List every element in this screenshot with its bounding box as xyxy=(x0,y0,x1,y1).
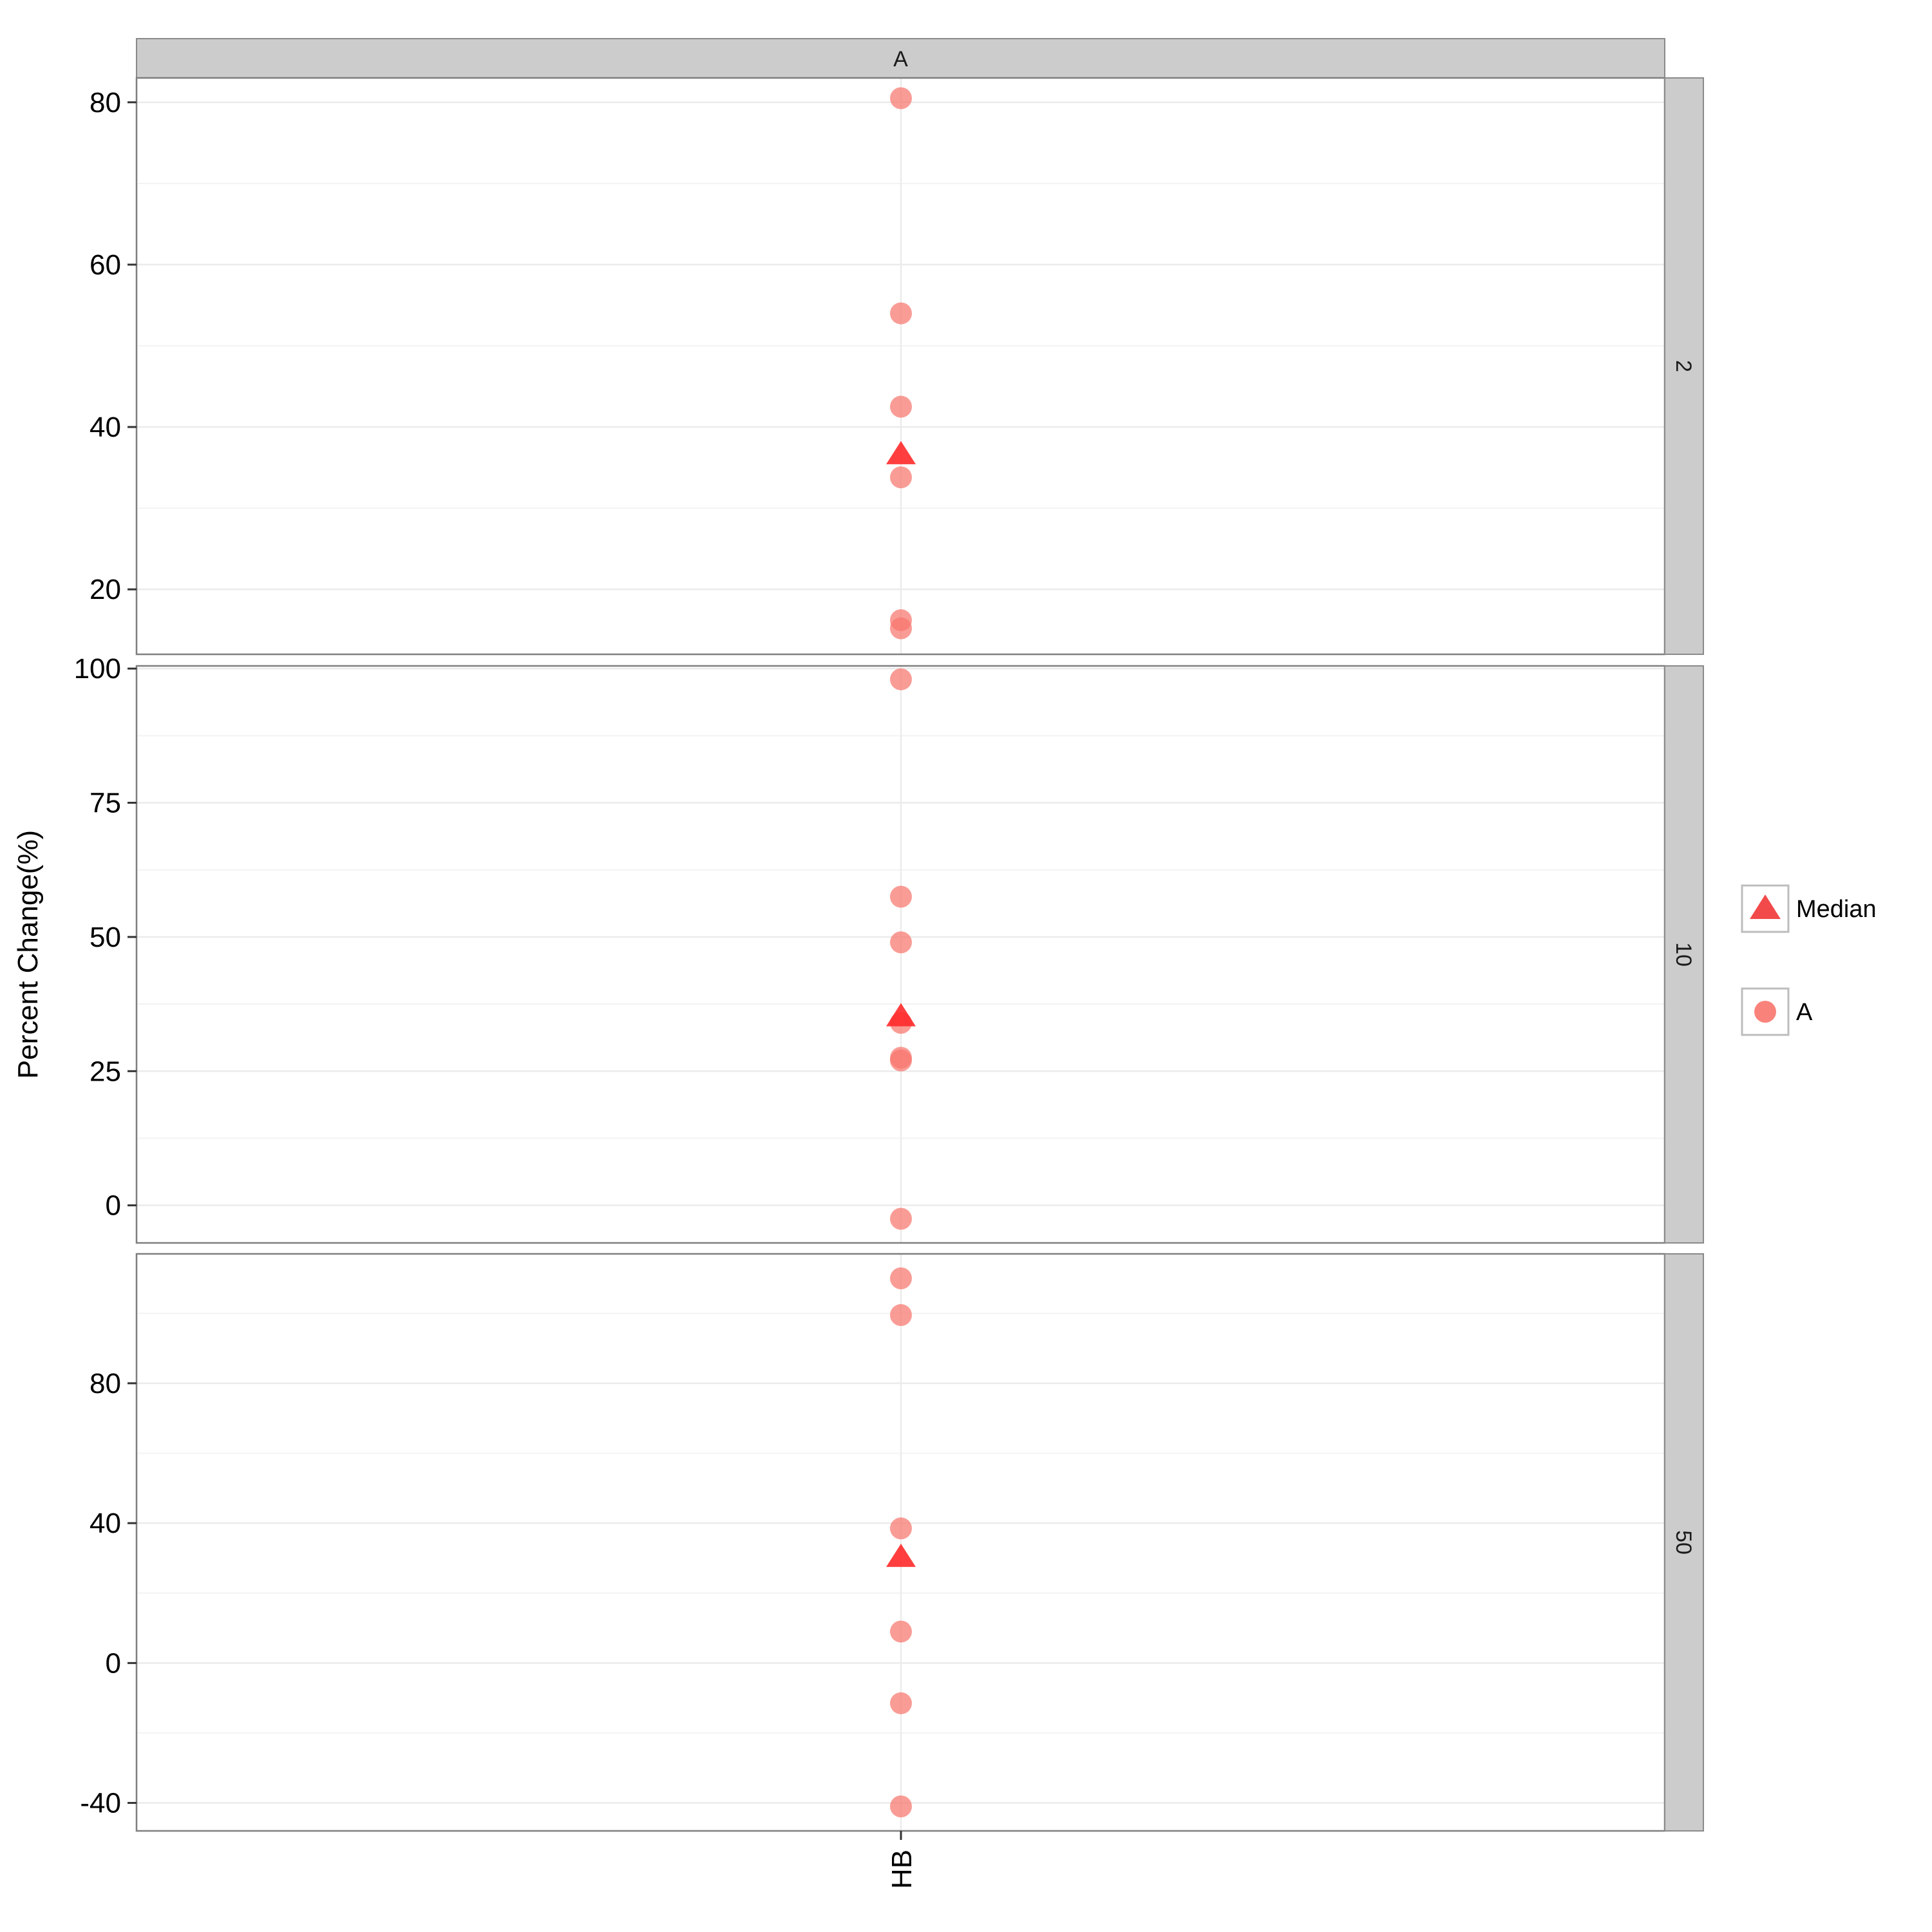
legend-label: Median xyxy=(1796,896,1877,923)
data-point xyxy=(890,466,912,489)
legend-entry: A xyxy=(1741,987,1813,1036)
row-strip-background xyxy=(1664,77,1704,655)
legend-label: A xyxy=(1796,999,1813,1026)
data-point xyxy=(890,617,912,639)
facet-panel-50: -40 0 40 80 50 xyxy=(80,1253,1704,1832)
row-strip-background xyxy=(1664,1253,1704,1832)
row-strip-background xyxy=(1664,665,1704,1244)
y-tick-label: 0 xyxy=(106,1190,121,1222)
data-point xyxy=(890,1304,912,1327)
data-point xyxy=(890,1692,912,1714)
y-tick-label: 80 xyxy=(90,87,121,118)
y-tick-label: -40 xyxy=(80,1788,121,1819)
legend-entry: Median xyxy=(1741,884,1877,933)
data-point xyxy=(890,1267,912,1290)
y-tick-label: 0 xyxy=(106,1647,121,1679)
y-tick-label: 60 xyxy=(90,249,121,281)
row-strip-label: 2 xyxy=(1671,360,1696,372)
y-tick-label: 100 xyxy=(74,653,121,685)
data-point xyxy=(890,302,912,325)
median-marker xyxy=(886,1544,916,1567)
data-point xyxy=(890,668,912,690)
y-tick-label: 75 xyxy=(90,788,121,819)
data-point xyxy=(890,1049,912,1072)
data-point xyxy=(890,1620,912,1643)
y-tick-label: 20 xyxy=(90,574,121,605)
y-tick-label: 50 xyxy=(90,922,121,953)
y-tick-label: 40 xyxy=(90,1508,121,1539)
data-point xyxy=(890,1795,912,1817)
median-marker xyxy=(886,1003,916,1027)
legend-triangle-icon xyxy=(1750,895,1781,919)
data-point xyxy=(890,931,912,954)
data-point xyxy=(890,1208,912,1230)
facet-panel-2: 20 40 60 80 2 xyxy=(90,77,1704,656)
column-strip-label: A xyxy=(893,47,908,71)
data-point xyxy=(890,1517,912,1540)
x-axis: HB xyxy=(886,1831,918,1889)
column-facet-strip: A xyxy=(136,38,1665,79)
legend: Median A xyxy=(1741,884,1877,1036)
y-tick-label: 80 xyxy=(90,1368,121,1399)
y-tick-label: 25 xyxy=(90,1056,121,1087)
facet-panel-10: 0 25 50 75 100 10 xyxy=(74,653,1704,1244)
x-tick-label: HB xyxy=(886,1850,918,1889)
row-strip-label: 50 xyxy=(1671,1530,1696,1555)
y-axis-title: Percent Change(%) xyxy=(12,830,44,1079)
y-tick-label: 40 xyxy=(90,412,121,443)
legend-circle-icon xyxy=(1754,1001,1776,1023)
median-marker xyxy=(886,440,916,464)
data-point xyxy=(890,395,912,418)
data-point xyxy=(890,87,912,109)
row-strip-label: 10 xyxy=(1671,942,1696,967)
data-point xyxy=(890,886,912,908)
column-strip-background xyxy=(136,38,1665,79)
